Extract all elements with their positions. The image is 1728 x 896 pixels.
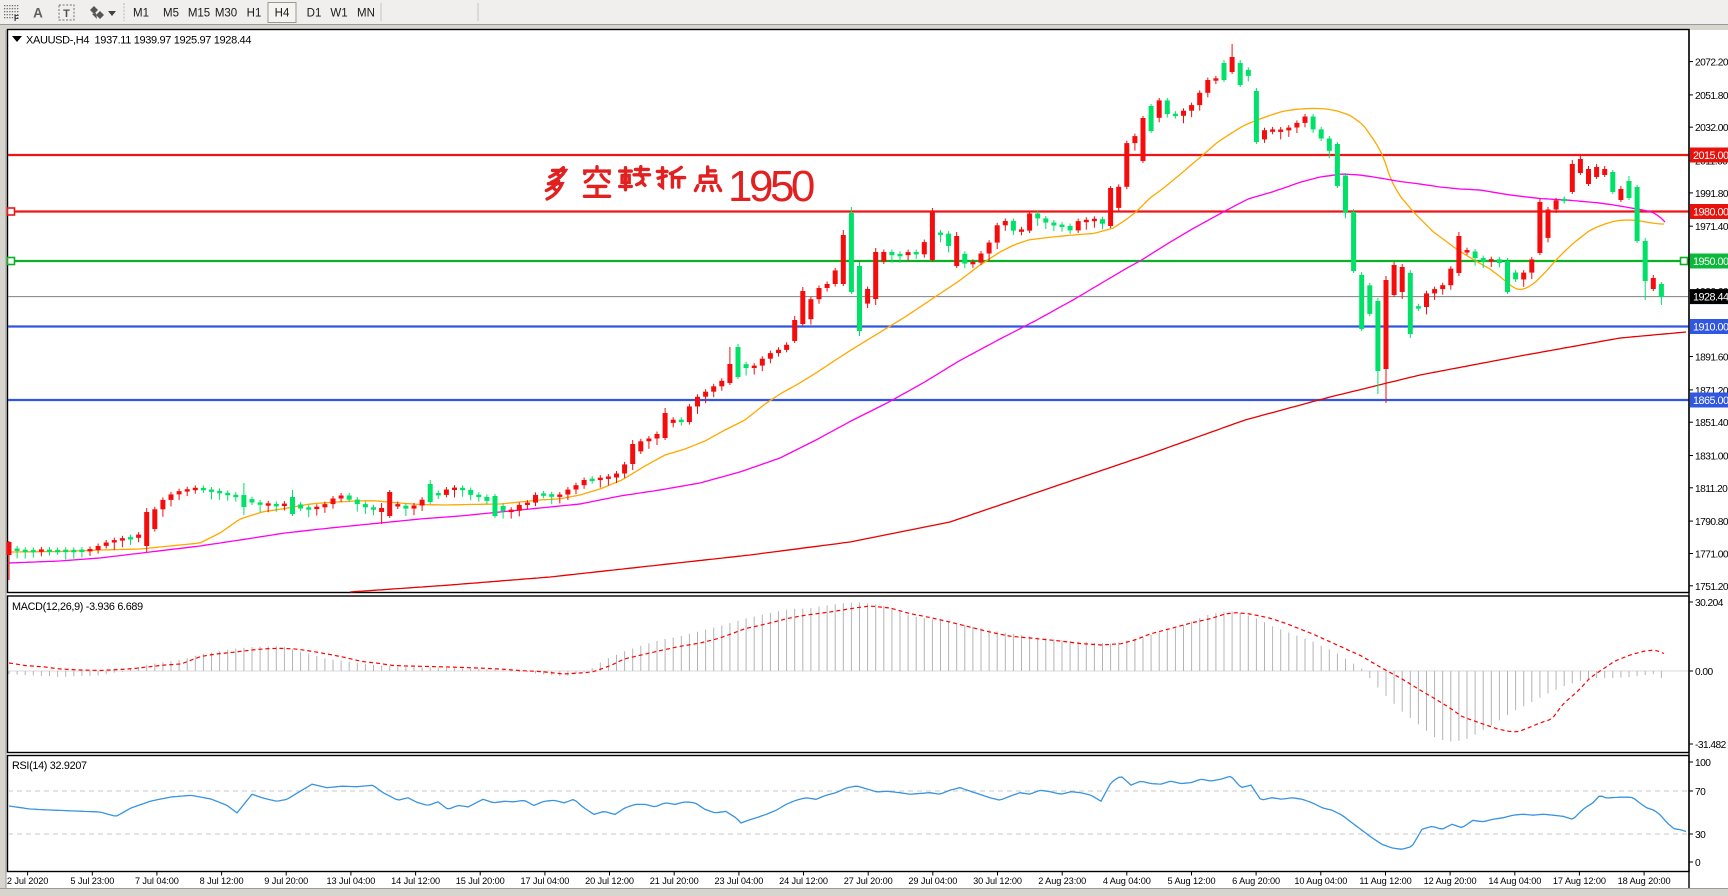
svg-text:MN: MN: [357, 8, 375, 20]
svg-text:15 Jul 20:00: 15 Jul 20:00: [456, 876, 505, 886]
svg-text:17 Jul 04:00: 17 Jul 04:00: [520, 876, 569, 886]
svg-text:10 Aug 04:00: 10 Aug 04:00: [1294, 876, 1347, 886]
svg-text:W1: W1: [330, 8, 347, 20]
svg-text:XAUUSD-,H4 1937.11 1939.97 19: XAUUSD-,H4 1937.11 1939.97 1925.97 1928.…: [26, 35, 251, 47]
svg-text:1991.80: 1991.80: [1695, 189, 1728, 200]
svg-text:A: A: [33, 6, 43, 21]
svg-text:14 Jul 12:00: 14 Jul 12:00: [391, 876, 440, 886]
svg-text:2 Jul 2020: 2 Jul 2020: [7, 876, 48, 886]
svg-text:0: 0: [1695, 858, 1701, 869]
svg-text:24 Jul 12:00: 24 Jul 12:00: [779, 876, 828, 886]
svg-text:H1: H1: [247, 8, 262, 20]
svg-text:M15: M15: [188, 8, 210, 20]
svg-text:8 Jul 12:00: 8 Jul 12:00: [200, 876, 244, 886]
svg-text:MACD(12,26,9) -3.936 6.689: MACD(12,26,9) -3.936 6.689: [12, 601, 143, 613]
svg-text:T: T: [63, 8, 70, 20]
svg-text:1811.20: 1811.20: [1695, 484, 1728, 495]
svg-text:13 Jul 04:00: 13 Jul 04:00: [326, 876, 375, 886]
svg-text:D1: D1: [307, 8, 322, 20]
svg-text:30.204: 30.204: [1695, 598, 1724, 609]
svg-text:1980.00: 1980.00: [1693, 207, 1728, 219]
svg-text:7 Jul 04:00: 7 Jul 04:00: [135, 876, 179, 886]
svg-text:11 Aug 12:00: 11 Aug 12:00: [1359, 876, 1411, 886]
svg-text:2051.80: 2051.80: [1695, 91, 1728, 102]
svg-text:5 Aug 12:00: 5 Aug 12:00: [1168, 876, 1216, 886]
svg-text:0.00: 0.00: [1695, 667, 1714, 678]
svg-text:12 Aug 20:00: 12 Aug 20:00: [1424, 876, 1477, 886]
svg-text:21 Jul 20:00: 21 Jul 20:00: [650, 876, 699, 886]
svg-text:4 Aug 04:00: 4 Aug 04:00: [1103, 876, 1151, 886]
svg-text:20 Jul 12:00: 20 Jul 12:00: [585, 876, 634, 886]
svg-text:1950: 1950: [728, 162, 814, 211]
svg-text:M30: M30: [215, 8, 237, 20]
svg-text:5 Jul 23:00: 5 Jul 23:00: [70, 876, 114, 886]
svg-text:2 Aug 23:00: 2 Aug 23:00: [1038, 876, 1086, 886]
svg-text:1910.00: 1910.00: [1693, 322, 1728, 334]
svg-text:1771.00: 1771.00: [1695, 550, 1728, 561]
svg-text:100: 100: [1695, 758, 1711, 769]
svg-text:1928.44: 1928.44: [1693, 292, 1728, 304]
svg-text:2072.20: 2072.20: [1695, 58, 1728, 69]
svg-text:2032.00: 2032.00: [1695, 123, 1728, 134]
svg-text:H4: H4: [275, 8, 290, 20]
svg-text:1851.40: 1851.40: [1695, 418, 1728, 429]
svg-text:2015.00: 2015.00: [1693, 150, 1728, 162]
svg-text:1751.20: 1751.20: [1695, 582, 1728, 593]
svg-text:1891.60: 1891.60: [1695, 353, 1728, 364]
svg-text:23 Jul 04:00: 23 Jul 04:00: [714, 876, 763, 886]
svg-text:6 Aug 20:00: 6 Aug 20:00: [1232, 876, 1280, 886]
svg-text:M1: M1: [133, 8, 149, 20]
svg-text:RSI(14) 32.9207: RSI(14) 32.9207: [12, 760, 87, 772]
svg-text:70: 70: [1695, 787, 1706, 798]
svg-text:30 Jul 12:00: 30 Jul 12:00: [973, 876, 1022, 886]
svg-text:1871.20: 1871.20: [1695, 386, 1728, 397]
svg-text:1790.80: 1790.80: [1695, 517, 1728, 528]
svg-text:14 Aug 04:00: 14 Aug 04:00: [1488, 876, 1541, 886]
svg-text:27 Jul 20:00: 27 Jul 20:00: [844, 876, 893, 886]
svg-text:9 Jul 20:00: 9 Jul 20:00: [264, 876, 308, 886]
svg-text:1971.40: 1971.40: [1695, 222, 1728, 233]
svg-text:29 Jul 04:00: 29 Jul 04:00: [908, 876, 957, 886]
svg-text:1865.00: 1865.00: [1693, 395, 1728, 407]
svg-text:F: F: [14, 14, 19, 23]
svg-text:30: 30: [1695, 830, 1706, 841]
svg-text:1950.00: 1950.00: [1693, 256, 1728, 268]
svg-text:18 Aug 20:00: 18 Aug 20:00: [1618, 876, 1671, 886]
svg-text:1831.00: 1831.00: [1695, 452, 1728, 463]
svg-text:M5: M5: [163, 8, 179, 20]
svg-text:-31.482: -31.482: [1695, 740, 1727, 751]
svg-text:17 Aug 12:00: 17 Aug 12:00: [1553, 876, 1606, 886]
